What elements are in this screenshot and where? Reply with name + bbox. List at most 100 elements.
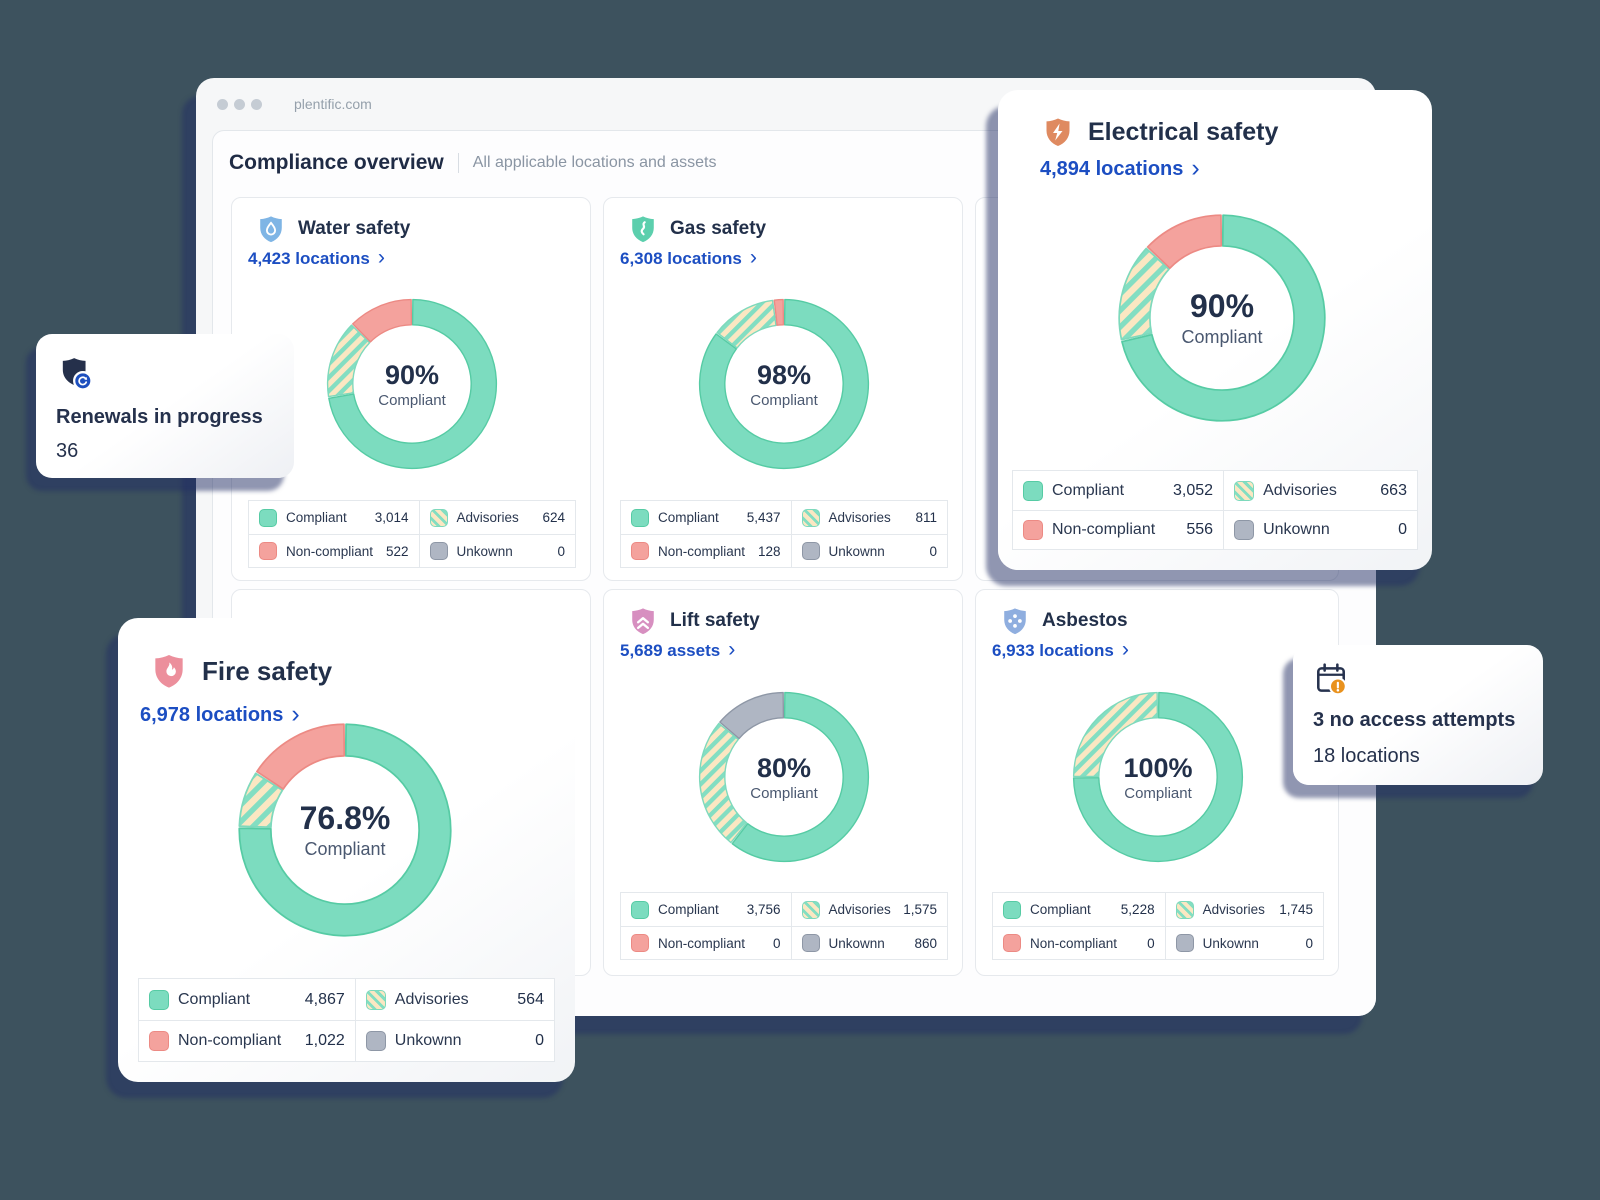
compliant-swatch xyxy=(1003,900,1021,919)
advisories-swatch xyxy=(365,989,386,1010)
legend-item-unknown: Unkownn 0 xyxy=(418,534,575,567)
electrical-locations-link[interactable]: 4,894 locations › xyxy=(1040,154,1200,182)
chevron-right-icon: › xyxy=(291,700,300,728)
unknown-swatch xyxy=(365,1031,386,1051)
chevron-right-icon: › xyxy=(749,245,757,270)
advisories-swatch xyxy=(1175,900,1194,919)
donut-center-label: 90% Compliant xyxy=(378,359,446,409)
donut-center-label: 100% Compliant xyxy=(1123,752,1193,802)
card-electrical-safety: Electrical safety 4,894 locations › 90% C… xyxy=(998,90,1432,570)
electrical-shield-icon xyxy=(1046,118,1070,146)
legend-item-non-compliant: Non-compliant 0 xyxy=(993,926,1165,959)
legend-item-advisories: Advisories 564 xyxy=(354,979,554,1020)
advisories-swatch xyxy=(429,508,448,527)
unknown-swatch xyxy=(801,542,820,560)
legend-item-non-compliant: Non-compliant 1,022 xyxy=(139,1020,355,1061)
no-access-card: 3 no access attempts 18 locations xyxy=(1293,645,1543,785)
fire-locations-link[interactable]: 6,978 locations › xyxy=(140,700,300,728)
donut-center-label: 80% Compliant xyxy=(750,752,818,802)
legend-item-compliant: Compliant 4,867 xyxy=(139,979,355,1020)
card-lift-safety: Lift safety 5,689 assets › 80% Compliant … xyxy=(603,589,963,976)
donut-center-label: 90% Compliant xyxy=(1181,288,1263,347)
legend-item-advisories: Advisories 1,745 xyxy=(1164,893,1323,926)
fire-donut-chart: 76.8% Compliant xyxy=(236,721,454,939)
electrical-legend: Compliant 3,052 Advisories 663 Non-complia… xyxy=(1012,470,1418,550)
donut-center-label: 76.8% Compliant xyxy=(299,800,391,859)
card-asbestos: Asbestos 6,933 locations › 100% Compliant… xyxy=(975,589,1339,976)
unknown-swatch xyxy=(801,934,820,952)
chevron-right-icon: › xyxy=(728,637,736,662)
renewals-value: 36 xyxy=(56,440,79,462)
electrical-donut-chart: 90% Compliant xyxy=(1116,212,1328,424)
compliant-swatch xyxy=(1023,480,1043,501)
asbestos-locations-link[interactable]: 6,933 locations › xyxy=(992,637,1129,662)
water-shield-icon xyxy=(260,216,282,243)
lift-legend: Compliant 3,756 Advisories 1,575 Non-compl… xyxy=(620,892,948,960)
asbestos-shield-icon xyxy=(1004,608,1026,635)
non-compliant-swatch xyxy=(631,542,649,560)
window-maximize-button[interactable] xyxy=(251,98,262,110)
advisories-swatch xyxy=(801,508,820,527)
legend-item-compliant: Compliant 5,437 xyxy=(621,501,791,534)
card-title: Asbestos xyxy=(1042,610,1128,631)
chevron-right-icon: › xyxy=(377,245,385,270)
legend-item-advisories: Advisories 624 xyxy=(418,501,575,534)
compliant-swatch xyxy=(631,900,649,919)
advisories-swatch xyxy=(801,900,820,919)
compliant-swatch xyxy=(149,989,169,1010)
legend-item-compliant: Compliant 3,756 xyxy=(621,893,791,926)
browser-titlebar: plentific.com xyxy=(196,78,1376,130)
legend-item-advisories: Advisories 811 xyxy=(790,501,947,534)
window-close-button[interactable] xyxy=(217,98,228,110)
card-title: Lift safety xyxy=(670,610,760,631)
renewals-shield-icon xyxy=(62,358,93,391)
water-locations-link[interactable]: 4,423 locations › xyxy=(248,245,385,270)
legend-item-compliant: Compliant 5,228 xyxy=(993,893,1165,926)
no-access-title: 3 no access attempts xyxy=(1313,709,1516,731)
non-compliant-swatch xyxy=(1023,520,1043,540)
compliant-swatch xyxy=(259,508,277,527)
card-title: Gas safety xyxy=(670,218,767,239)
gas-donut-chart: 98% Compliant xyxy=(697,297,871,471)
water-donut-chart: 90% Compliant xyxy=(325,297,499,471)
water-legend: Compliant 3,014 Advisories 624 Non-complia… xyxy=(248,500,576,568)
fire-shield-icon xyxy=(155,654,183,688)
lift-shield-icon xyxy=(632,608,654,635)
page-title: Compliance overview xyxy=(229,151,444,174)
legend-item-advisories: Advisories 663 xyxy=(1223,471,1417,510)
card-title: Fire safety xyxy=(202,655,333,686)
renewals-title: Renewals in progress xyxy=(56,406,263,428)
lift-assets-link[interactable]: 5,689 assets › xyxy=(620,637,736,662)
gas-legend: Compliant 5,437 Advisories 811 Non-complia… xyxy=(620,500,948,568)
unknown-swatch xyxy=(1234,520,1255,540)
card-gas-safety: Gas safety 6,308 locations › 98% Complian… xyxy=(603,197,963,581)
address-url: plentific.com xyxy=(294,96,372,112)
legend-item-non-compliant: Non-compliant 0 xyxy=(621,926,791,959)
advisories-swatch xyxy=(1234,480,1255,501)
chevron-right-icon: › xyxy=(1191,154,1200,182)
calendar-alert-icon xyxy=(1317,663,1347,696)
non-compliant-swatch xyxy=(259,542,277,560)
renewals-card: Renewals in progress 36 xyxy=(36,334,294,478)
chevron-right-icon: › xyxy=(1121,637,1129,662)
title-divider xyxy=(457,153,459,173)
card-title: Electrical safety xyxy=(1088,117,1279,146)
asbestos-legend: Compliant 5,228 Advisories 1,745 Non-compl… xyxy=(992,892,1324,960)
unknown-swatch xyxy=(1175,934,1194,952)
panel-header: Compliance overview All applicable locat… xyxy=(213,131,1376,175)
non-compliant-swatch xyxy=(1003,934,1021,952)
legend-item-advisories: Advisories 1,575 xyxy=(790,893,947,926)
legend-item-unknown: Unkownn 0 xyxy=(1164,926,1323,959)
compliant-swatch xyxy=(631,508,649,527)
asbestos-donut-chart: 100% Compliant xyxy=(1071,690,1245,864)
page-subtitle: All applicable locations and assets xyxy=(472,154,717,171)
card-title: Water safety xyxy=(298,218,411,239)
lift-donut-chart: 80% Compliant xyxy=(697,690,871,864)
window-minimize-button[interactable] xyxy=(234,98,245,110)
legend-item-compliant: Compliant 3,014 xyxy=(249,501,419,534)
legend-item-non-compliant: Non-compliant 128 xyxy=(621,534,791,567)
gas-locations-link[interactable]: 6,308 locations › xyxy=(620,245,757,270)
legend-item-unknown: Unkownn 0 xyxy=(790,534,947,567)
fire-legend: Compliant 4,867 Advisories 564 Non-complia… xyxy=(138,978,555,1062)
unknown-swatch xyxy=(429,542,448,560)
